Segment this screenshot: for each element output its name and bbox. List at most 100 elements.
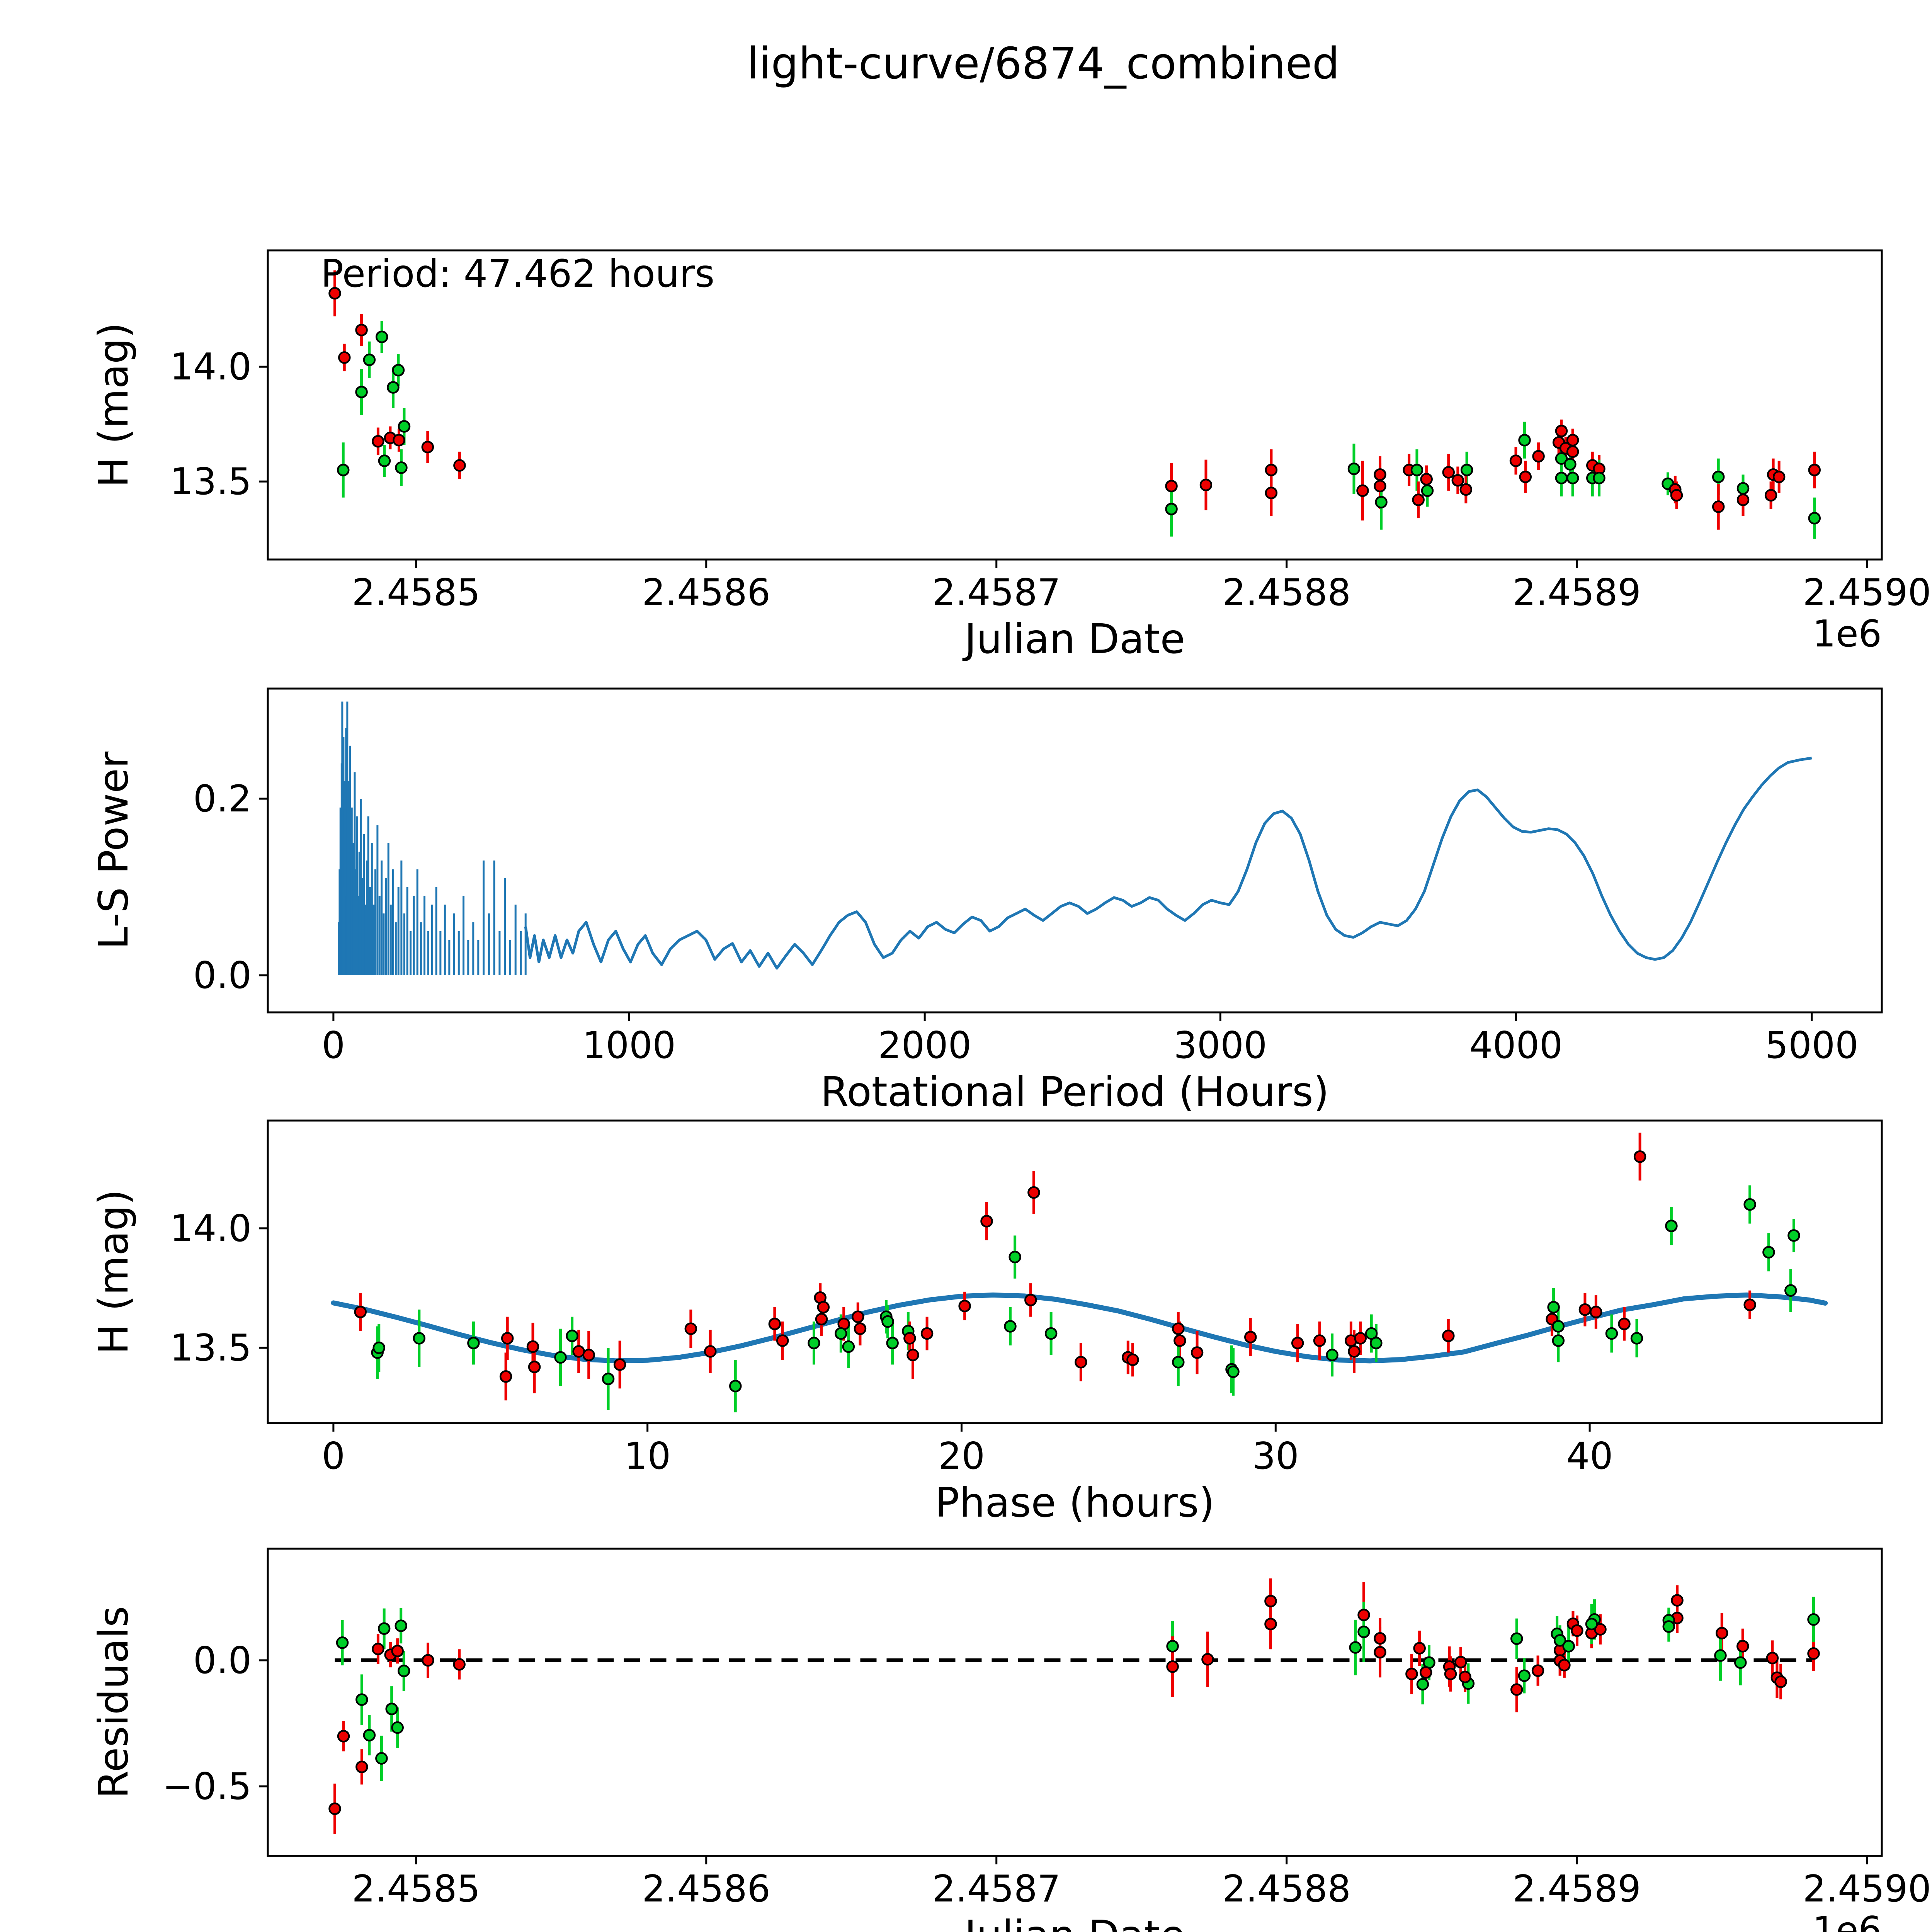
x-tick-label: 2.4586	[642, 571, 770, 614]
y-axis-label: H (mag)	[90, 1189, 137, 1355]
data-point	[1172, 1356, 1185, 1369]
data-point	[1244, 1331, 1257, 1344]
panel-light_curve: 2.4585 2.4586 2.4587 2.4588 2.4589 2.4590 14.0…	[90, 249, 1931, 663]
axes-frame	[267, 1119, 1883, 1424]
data-point	[1712, 500, 1725, 513]
panel-residuals: 2.4585 2.4586 2.4587 2.4588 2.4589 2.4590 0.0 −…	[90, 1548, 1931, 1932]
data-point	[1743, 1298, 1756, 1311]
x-axis-offset-label: 1e6	[1813, 613, 1882, 655]
axes-frame	[267, 687, 1883, 1014]
data-point	[398, 420, 411, 433]
data-point	[1618, 1318, 1631, 1330]
data-point	[355, 1693, 368, 1706]
data-point	[453, 459, 466, 472]
data-point	[1374, 1632, 1386, 1645]
data-point	[1419, 1666, 1432, 1679]
data-point	[566, 1330, 578, 1342]
data-point	[1199, 478, 1213, 492]
y-axis-label: Residuals	[90, 1606, 137, 1798]
data-point	[1165, 503, 1178, 515]
data-point	[1555, 471, 1568, 485]
x-axis-label: Julian Date	[962, 1912, 1185, 1932]
x-tick-label: 2.4588	[1223, 1868, 1351, 1910]
data-point	[387, 381, 400, 394]
x-tick-label: 2.4585	[352, 1868, 480, 1910]
data-point	[1024, 1294, 1037, 1306]
x-tick-label: 5000	[1765, 1024, 1859, 1067]
data-point	[1671, 1594, 1684, 1607]
data-point	[1459, 483, 1473, 496]
data-point	[375, 1752, 388, 1765]
data-point	[355, 386, 368, 398]
data-point	[1743, 1198, 1756, 1211]
data-point	[1552, 1334, 1565, 1347]
data-point	[1734, 1656, 1747, 1669]
data-point	[1326, 1349, 1338, 1361]
data-point	[1784, 1284, 1797, 1297]
data-point	[1044, 1327, 1058, 1340]
data-point	[1375, 496, 1388, 509]
x-tick-label: 2.4590	[1803, 571, 1931, 614]
data-point	[1808, 512, 1821, 525]
data-point	[378, 454, 391, 467]
x-tick-label: 0	[322, 1435, 345, 1478]
data-point	[1027, 1186, 1040, 1199]
data-point	[1454, 1656, 1467, 1668]
y-tick-label: 14.0	[170, 346, 252, 388]
data-point	[354, 1306, 367, 1318]
panel-phase_curve: 0 10 20 30 40 14.0 13.5 Phase (hours) H (mag)	[90, 1119, 1883, 1526]
data-point	[467, 1337, 480, 1350]
axes-frame	[267, 249, 1883, 561]
data-point	[363, 354, 376, 366]
data-point	[372, 1643, 384, 1655]
data-point	[1420, 473, 1433, 486]
data-point	[1787, 1229, 1800, 1242]
data-point	[1264, 1595, 1277, 1607]
data-point	[1265, 464, 1278, 476]
data-point	[1605, 1327, 1618, 1340]
x-tick-label: 2.4589	[1512, 1868, 1641, 1910]
data-point	[1736, 1640, 1749, 1653]
data-point	[1201, 1653, 1214, 1666]
data-point	[554, 1351, 567, 1364]
data-point	[1532, 450, 1545, 463]
data-point	[842, 1340, 855, 1353]
data-point	[1370, 1337, 1383, 1350]
data-point	[355, 1760, 368, 1774]
x-tick-label: 20	[938, 1435, 985, 1478]
panel-periodogram: 0 1000 2000 3000 4000 5000 0.0 0.2 Rotational Pe…	[90, 687, 1883, 1116]
data-point	[1460, 464, 1473, 476]
data-point	[1566, 445, 1579, 458]
x-tick-label: 2.4587	[932, 1868, 1061, 1910]
data-point	[1374, 480, 1386, 493]
data-point	[881, 1315, 894, 1328]
data-point	[684, 1322, 697, 1335]
data-point	[1571, 1624, 1583, 1637]
data-point	[1630, 1332, 1643, 1345]
data-point	[453, 1658, 466, 1671]
data-point	[528, 1361, 541, 1373]
data-point	[1590, 1306, 1602, 1318]
data-point	[1413, 1642, 1426, 1655]
data-point	[817, 1301, 830, 1314]
periodogram-curve	[524, 757, 1812, 970]
data-point	[1555, 452, 1568, 465]
data-point	[1357, 1609, 1370, 1621]
data-point	[1715, 1627, 1728, 1639]
data-point	[1166, 1640, 1179, 1653]
data-point	[372, 1341, 385, 1354]
data-point	[1762, 1246, 1775, 1259]
data-point	[1566, 434, 1579, 447]
data-point	[852, 1310, 864, 1323]
data-point	[776, 1334, 789, 1347]
data-point	[1004, 1320, 1017, 1333]
data-point	[421, 440, 434, 454]
data-point	[1442, 1330, 1455, 1342]
data-point	[1313, 1334, 1326, 1347]
data-point	[1354, 1332, 1367, 1345]
y-tick-label: 0.2	[193, 778, 252, 820]
data-point	[1736, 482, 1750, 495]
data-point	[392, 364, 405, 377]
x-tick-label: 2.4589	[1512, 571, 1641, 614]
